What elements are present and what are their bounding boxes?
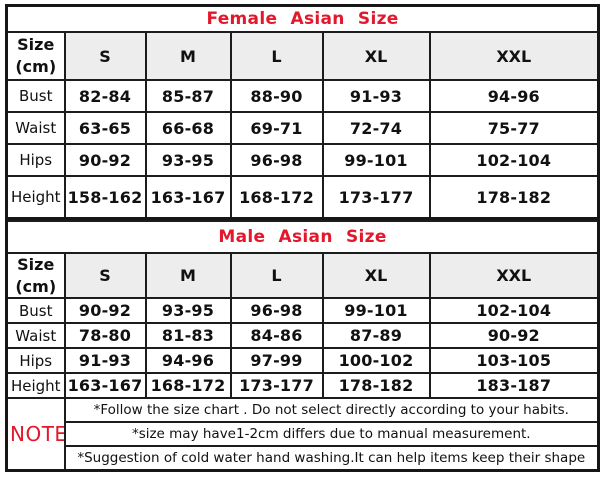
size-value: 90-92	[428, 322, 600, 350]
note-row-1: NOTE *Follow the size chart . Do not sel…	[5, 397, 600, 472]
size-value: 85-87	[144, 79, 232, 113]
female-waist-row: Waist 63-65 66-68 69-71 72-74 75-77	[5, 111, 600, 145]
size-value: 173-177	[321, 175, 431, 220]
female-title-row: Female Asian Size	[5, 4, 600, 33]
size-value: 72-74	[321, 111, 431, 145]
size-cm-line1: Size	[17, 35, 55, 55]
note-row-3: *Suggestion of cold water hand washing.I…	[7, 445, 600, 472]
size-value: 99-101	[321, 297, 431, 325]
size-value: 102-104	[428, 297, 600, 325]
row-label: Waist	[5, 111, 66, 145]
size-value: 88-90	[229, 79, 324, 113]
column-header-xl: XL	[321, 251, 431, 300]
size-value: 91-93	[321, 79, 431, 113]
size-value: 168-172	[229, 175, 324, 220]
column-header-xxl: XXL	[428, 31, 600, 81]
male-table-title: Male Asian Size	[5, 220, 600, 254]
size-cm-header: Size (cm)	[5, 31, 66, 81]
size-value: 90-92	[63, 143, 147, 177]
size-value: 102-104	[428, 143, 600, 177]
size-value: 75-77	[428, 111, 600, 145]
size-value: 84-86	[229, 322, 324, 350]
male-hips-row: Hips 91-93 94-96 97-99 100-102 103-105	[5, 347, 600, 375]
size-value: 94-96	[428, 79, 600, 113]
note-line-3: *Suggestion of cold water hand washing.I…	[63, 445, 600, 472]
size-cm-header: Size (cm)	[5, 251, 66, 300]
size-value: 99-101	[321, 143, 431, 177]
size-cm-line2: (cm)	[15, 57, 57, 76]
size-value: 82-84	[63, 79, 147, 113]
female-table-title: Female Asian Size	[5, 4, 600, 33]
note-label: NOTE	[5, 397, 66, 472]
size-value: 81-83	[144, 322, 232, 350]
female-size-table: Female Asian Size Size (cm) S M L XL XXL…	[5, 4, 601, 220]
size-value: 103-105	[428, 347, 600, 375]
size-value: 163-167	[144, 175, 232, 220]
size-value: 94-96	[144, 347, 232, 375]
size-value: 96-98	[229, 143, 324, 177]
size-value: 63-65	[63, 111, 147, 145]
column-header-xl: XL	[321, 31, 431, 81]
male-height-row: Height 163-167 168-172 173-177 178-182 1…	[5, 372, 600, 400]
row-label: Hips	[5, 347, 66, 375]
column-header-l: L	[229, 31, 324, 81]
size-tables-container: Female Asian Size Size (cm) S M L XL XXL…	[5, 4, 601, 473]
size-value: 93-95	[144, 297, 232, 325]
note-line-2: *size may have1-2cm differs due to manua…	[63, 421, 600, 448]
column-header-s: S	[63, 251, 147, 300]
row-label: Height	[5, 372, 66, 400]
size-value: 178-182	[321, 372, 431, 400]
female-header-row: Size (cm) S M L XL XXL	[5, 31, 600, 81]
size-value: 96-98	[229, 297, 324, 325]
row-label: Bust	[5, 79, 66, 113]
column-header-l: L	[229, 251, 324, 300]
row-label: Hips	[5, 143, 66, 177]
row-label: Waist	[5, 322, 66, 350]
column-header-s: S	[63, 31, 147, 81]
male-title-row: Male Asian Size	[5, 220, 600, 254]
size-value: 69-71	[229, 111, 324, 145]
size-value: 158-162	[63, 175, 147, 220]
column-header-m: M	[144, 31, 232, 81]
male-header-row: Size (cm) S M L XL XXL	[5, 251, 600, 300]
female-hips-row: Hips 90-92 93-95 96-98 99-101 102-104	[5, 143, 600, 177]
size-value: 87-89	[321, 322, 431, 350]
male-size-table: Male Asian Size Size (cm) S M L XL XXL B…	[5, 220, 601, 473]
size-value: 178-182	[428, 175, 600, 220]
size-value: 78-80	[63, 322, 147, 350]
size-value: 168-172	[144, 372, 232, 400]
row-label: Height	[5, 175, 66, 220]
size-value: 91-93	[63, 347, 147, 375]
column-header-m: M	[144, 251, 232, 300]
row-label: Bust	[5, 297, 66, 325]
column-header-xxl: XXL	[428, 251, 600, 300]
note-row-2: *size may have1-2cm differs due to manua…	[7, 421, 600, 448]
size-value: 100-102	[321, 347, 431, 375]
size-value: 173-177	[229, 372, 324, 400]
size-value: 93-95	[144, 143, 232, 177]
size-value: 183-187	[428, 372, 600, 400]
size-value: 163-167	[63, 372, 147, 400]
note-line-1: *Follow the size chart . Do not select d…	[63, 397, 600, 424]
female-bust-row: Bust 82-84 85-87 88-90 91-93 94-96	[5, 79, 600, 113]
female-height-row: Height 158-162 163-167 168-172 173-177 1…	[5, 175, 600, 220]
male-bust-row: Bust 90-92 93-95 96-98 99-101 102-104	[5, 297, 600, 325]
size-value: 90-92	[63, 297, 147, 325]
male-waist-row: Waist 78-80 81-83 84-86 87-89 90-92	[5, 322, 600, 350]
size-value: 97-99	[229, 347, 324, 375]
size-cm-line1: Size	[17, 255, 55, 274]
size-cm-line2: (cm)	[15, 276, 57, 296]
size-value: 66-68	[144, 111, 232, 145]
